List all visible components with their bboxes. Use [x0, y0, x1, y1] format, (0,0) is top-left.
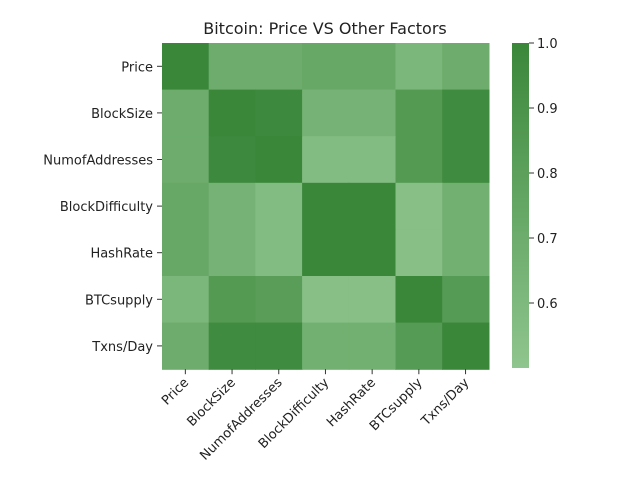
heatmap-cell-0-5	[395, 43, 443, 91]
heatmap-cell-6-3	[302, 322, 350, 370]
heatmap-cell-4-2	[255, 229, 303, 277]
heatmap-cell-5-0	[162, 276, 210, 324]
heatmap-cell-2-0	[162, 136, 210, 184]
x-tick-label: Price	[159, 375, 192, 408]
heatmap-cell-2-5	[395, 136, 443, 184]
heatmap-cell-6-4	[348, 322, 397, 370]
heatmap-cell-6-2	[255, 322, 303, 370]
heatmap-cell-2-1	[208, 136, 256, 184]
heatmap-cell-0-4	[348, 43, 397, 91]
colorbar-tick-label: 0.6	[537, 297, 558, 312]
heatmap-cell-5-1	[208, 276, 256, 324]
heatmap-cell-4-3	[302, 229, 350, 277]
heatmap-cell-4-1	[208, 229, 256, 277]
heatmap-cell-0-2	[255, 43, 303, 91]
x-axis-ticks: PriceBlockSizeNumofAddressesBlockDifficu…	[159, 369, 473, 464]
heatmap-cell-1-2	[255, 89, 303, 137]
heatmap-cell-5-3	[302, 276, 350, 324]
y-tick-label: BTCsupply	[85, 293, 153, 308]
heatmap-cell-0-0	[162, 43, 210, 91]
heatmap-cell-1-1	[208, 89, 256, 137]
heatmap-cell-2-3	[302, 136, 350, 184]
y-tick-label: BlockDifficulty	[60, 200, 153, 215]
heatmap-cell-3-5	[395, 182, 443, 230]
colorbar-gradient	[512, 43, 529, 368]
heatmap-cell-1-3	[302, 89, 350, 137]
colorbar-tick-label: 0.8	[537, 167, 558, 182]
heatmap-cell-4-0	[162, 229, 210, 277]
colorbar-tick-label: 1.0	[537, 37, 558, 52]
x-tick-label: Txns/Day	[418, 375, 472, 429]
heatmap-cell-5-6	[442, 276, 490, 324]
y-axis-ticks: Price BlockSize NumofAddresses BlockDifficu…	[43, 60, 162, 355]
colorbar-tick-label: 0.7	[537, 232, 558, 247]
x-tick-label: NumofAddresses	[197, 375, 285, 463]
heatmap-cell-5-4	[348, 276, 397, 324]
heatmap-cell-6-5	[395, 322, 443, 370]
heatmap-cell-6-6	[442, 322, 490, 370]
heatmap-cell-3-0	[162, 182, 210, 230]
y-tick-label: BlockSize	[91, 107, 153, 122]
heatmap-cell-1-5	[395, 89, 443, 137]
heatmap-cell-6-0	[162, 322, 210, 370]
heatmap-cell-3-3	[302, 182, 350, 230]
heatmap-cell-6-1	[208, 322, 256, 370]
y-tick-label: Price	[121, 60, 153, 75]
y-tick-label: Txns/Day	[91, 340, 153, 355]
colorbar-tick-label: 0.9	[537, 102, 558, 117]
heatmap-cell-3-4	[348, 182, 397, 230]
heatmap-cell-3-6	[442, 182, 490, 230]
heatmap-cell-0-6	[442, 43, 490, 91]
heatmap-cell-2-2	[255, 136, 303, 184]
heatmap-cell-3-1	[208, 182, 256, 230]
heatmap-cell-2-6	[442, 136, 490, 184]
y-tick-label: HashRate	[90, 247, 153, 262]
heatmap-cell-0-1	[208, 43, 256, 91]
heatmap-cell-1-6	[442, 89, 490, 137]
heatmap-cell-0-3	[302, 43, 350, 91]
heatmap-cell-3-2	[255, 182, 303, 230]
chart-title: Bitcoin: Price VS Other Factors	[203, 19, 446, 38]
heatmap-cell-5-5	[395, 276, 443, 324]
heatmap-cells	[162, 43, 490, 370]
y-tick-label: NumofAddresses	[43, 154, 153, 169]
heatmap-cell-2-4	[348, 136, 397, 184]
heatmap-cell-1-4	[348, 89, 397, 137]
heatmap-cell-4-6	[442, 229, 490, 277]
heatmap-cell-1-0	[162, 89, 210, 137]
colorbar: 0.6 0.7 0.8 0.9 1.0	[512, 37, 558, 368]
heatmap-cell-4-5	[395, 229, 443, 277]
heatmap-cell-5-2	[255, 276, 303, 324]
heatmap-cell-4-4	[348, 229, 397, 277]
